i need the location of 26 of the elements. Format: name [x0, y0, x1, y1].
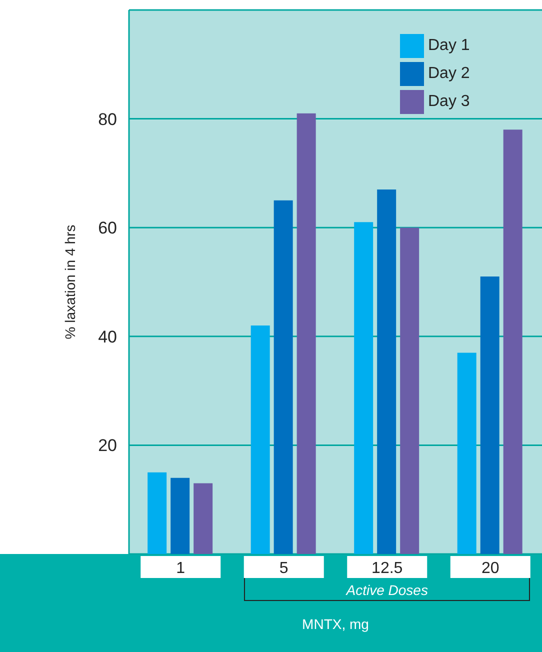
bar [274, 200, 293, 554]
bar [377, 190, 396, 554]
bar [194, 483, 213, 554]
y-tick-label: 60 [98, 218, 117, 238]
bar [250, 326, 270, 554]
x-axis-title: MNTX, mg [301, 616, 370, 632]
x-tick-label: 12.5 [372, 560, 403, 577]
y-tick-label: 20 [98, 436, 117, 456]
bar [148, 472, 167, 554]
bar [400, 228, 420, 554]
legend-label: Day 2 [428, 65, 470, 83]
legend-label: Day 1 [428, 37, 470, 55]
x-tick-label: 20 [481, 560, 500, 577]
bar [296, 113, 316, 554]
x-tick-label: 5 [279, 560, 288, 577]
bar [503, 130, 522, 554]
legend-label: Day 3 [428, 93, 470, 111]
y-tick-label: 40 [98, 327, 117, 346]
bracket: Active Doses [244, 578, 530, 601]
x-tick-label: 1 [176, 560, 186, 577]
bar [457, 352, 476, 554]
y-tick-label: 80 [98, 110, 117, 129]
bar [170, 478, 190, 554]
y-axis-title: % laxation in 4 hrs [62, 224, 78, 340]
bar [354, 222, 374, 554]
bar [480, 276, 500, 554]
